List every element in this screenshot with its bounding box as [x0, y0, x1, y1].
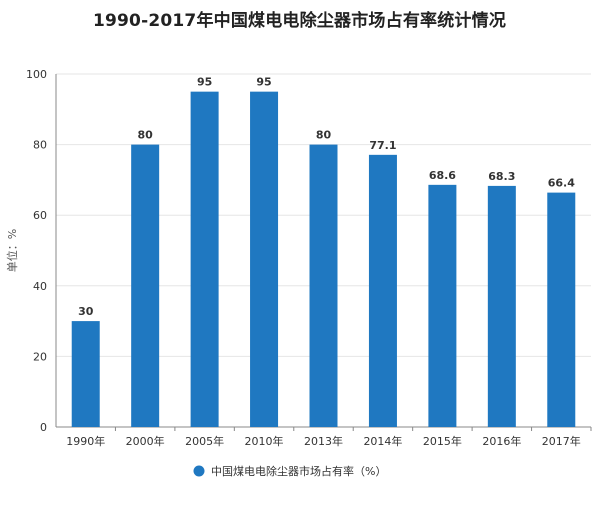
data-label: 30: [78, 305, 94, 318]
bar: [131, 144, 160, 427]
x-tick-label: 2005年: [185, 434, 224, 448]
x-tick-label: 2015年: [423, 434, 462, 448]
data-label: 66.4: [548, 177, 575, 190]
x-tick-label: 2013年: [304, 434, 343, 448]
y-tick-label: 40: [33, 280, 47, 293]
data-label: 68.6: [429, 169, 456, 182]
bar: [428, 184, 457, 427]
data-label: 95: [197, 76, 212, 89]
y-tick-label: 0: [40, 421, 47, 434]
x-tick-label: 1990年: [66, 434, 105, 448]
bar: [71, 321, 100, 427]
x-tick-label: 2000年: [126, 434, 165, 448]
bar: [368, 154, 397, 427]
data-label: 68.3: [488, 170, 515, 183]
bar: [487, 185, 516, 427]
chart-title: 1990-2017年中国煤电电除尘器市场占有率统计情况: [92, 11, 507, 31]
y-tick-label: 20: [33, 350, 47, 363]
legend-marker: [193, 465, 205, 477]
data-label: 80: [138, 129, 154, 142]
data-label: 77.1: [369, 139, 396, 152]
bar: [547, 192, 576, 427]
y-tick-label: 80: [33, 139, 47, 152]
data-label: 80: [316, 129, 332, 142]
data-label: 95: [256, 76, 271, 89]
x-tick-label: 2017年: [542, 434, 581, 448]
bar: [190, 91, 219, 428]
bar: [309, 144, 338, 427]
y-tick-label: 60: [33, 209, 47, 222]
legend-label: 中国煤电电除尘器市场占有率（%）: [211, 464, 386, 478]
y-axis-label: 单位：%: [5, 229, 19, 272]
bar: [250, 91, 279, 428]
x-tick-label: 2016年: [482, 434, 521, 448]
y-tick-label: 100: [26, 68, 47, 81]
x-tick-label: 2014年: [363, 434, 402, 448]
x-tick-label: 2010年: [245, 434, 284, 448]
